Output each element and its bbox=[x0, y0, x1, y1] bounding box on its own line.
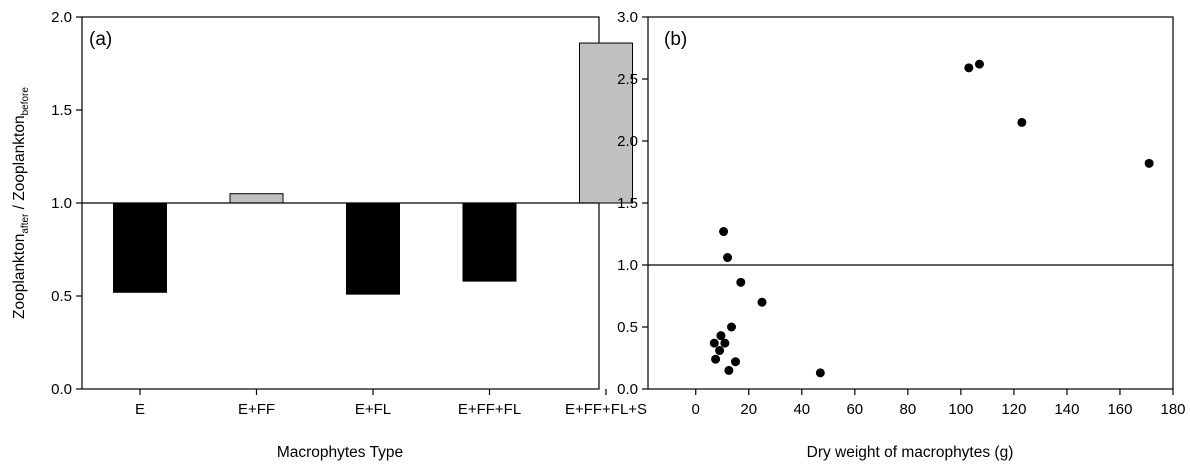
bar bbox=[113, 202, 167, 293]
x-tick-label: E bbox=[135, 401, 145, 418]
y-tick-label: 1.0 bbox=[617, 257, 638, 274]
x-tick-label: 140 bbox=[1054, 401, 1079, 418]
x-axis-title: Macrophytes Type bbox=[277, 444, 403, 461]
x-axis-ticks: 0 20 40 60 80 100 120 140 160 180 bbox=[692, 389, 1186, 418]
data-point bbox=[716, 331, 726, 341]
y-axis-title-subscript: after bbox=[20, 213, 31, 234]
y-tick-label: 0.5 bbox=[51, 288, 72, 305]
data-point bbox=[974, 59, 984, 69]
panel-label: (b) bbox=[664, 29, 687, 50]
x-tick-label: 60 bbox=[846, 401, 863, 418]
x-tick-label: E+FF bbox=[238, 401, 275, 418]
data-point bbox=[731, 357, 740, 367]
data-point bbox=[727, 322, 737, 332]
scatter-chart-panel: 0.0 0.5 1.0 1.5 2.0 2.5 3.0 0 20 40 60 80 100 120 140… bbox=[617, 9, 1185, 461]
data-point bbox=[711, 354, 721, 364]
data-point bbox=[1144, 158, 1154, 168]
y-axis-title-subscript: before bbox=[20, 87, 31, 116]
y-tick-label: 1.5 bbox=[617, 195, 638, 212]
panel-label: (a) bbox=[89, 29, 112, 50]
x-tick-label: E+FL bbox=[355, 401, 391, 418]
x-tick-label: 120 bbox=[1001, 401, 1026, 418]
bars-group bbox=[113, 42, 633, 295]
x-tick-label: 80 bbox=[900, 401, 917, 418]
bar-chart-panel: 0.0 0.5 1.0 1.5 2.0 E E+FF E+FL E+FF+FL E+FF+FL+… bbox=[11, 9, 647, 461]
y-tick-label: 1.0 bbox=[51, 195, 72, 212]
x-tick-label: 160 bbox=[1107, 401, 1132, 418]
data-point bbox=[719, 227, 729, 237]
x-axis-ticks: E E+FF E+FL E+FF+FL E+FF+FL+S bbox=[135, 389, 647, 418]
data-point bbox=[709, 338, 719, 348]
x-tick-label: E+FF+FL bbox=[458, 401, 521, 418]
data-point bbox=[723, 253, 733, 263]
data-point bbox=[815, 368, 825, 378]
data-point bbox=[720, 338, 730, 348]
y-tick-label: 0.0 bbox=[51, 381, 72, 398]
y-axis-ticks: 0.0 0.5 1.0 1.5 2.0 2.5 3.0 bbox=[617, 9, 648, 398]
y-tick-label: 0.0 bbox=[617, 381, 638, 398]
bar bbox=[229, 193, 284, 204]
points-group bbox=[709, 59, 1154, 378]
data-point bbox=[1017, 117, 1027, 127]
data-point bbox=[724, 365, 734, 375]
y-axis-title-part: / Zooplankton bbox=[11, 115, 28, 213]
bar bbox=[462, 202, 517, 282]
x-tick-label: 20 bbox=[740, 401, 757, 418]
data-point bbox=[757, 297, 767, 307]
data-point bbox=[736, 277, 746, 287]
y-tick-label: 0.5 bbox=[617, 319, 638, 336]
bar bbox=[346, 202, 400, 295]
y-tick-label: 2.5 bbox=[617, 71, 638, 88]
x-tick-label: 40 bbox=[793, 401, 810, 418]
x-tick-label: 0 bbox=[692, 401, 700, 418]
y-axis-title: Zooplanktonafter / Zooplanktonbefore bbox=[11, 87, 31, 319]
x-tick-label: 180 bbox=[1160, 401, 1185, 418]
y-axis-title-part: Zooplankton bbox=[11, 234, 28, 319]
y-tick-label: 1.5 bbox=[51, 102, 72, 119]
x-tick-label: E+FF+FL+S bbox=[565, 401, 647, 418]
x-axis-title: Dry weight of macrophytes (g) bbox=[807, 444, 1014, 461]
y-axis-ticks: 0.0 0.5 1.0 1.5 2.0 bbox=[51, 9, 82, 398]
y-tick-label: 2.0 bbox=[617, 133, 638, 150]
data-point bbox=[964, 63, 974, 73]
y-tick-label: 2.0 bbox=[51, 9, 72, 26]
plot-area-frame bbox=[647, 16, 1174, 390]
data-point bbox=[715, 346, 725, 356]
bar bbox=[579, 42, 633, 204]
y-tick-label: 3.0 bbox=[617, 9, 638, 26]
x-tick-label: 100 bbox=[948, 401, 973, 418]
